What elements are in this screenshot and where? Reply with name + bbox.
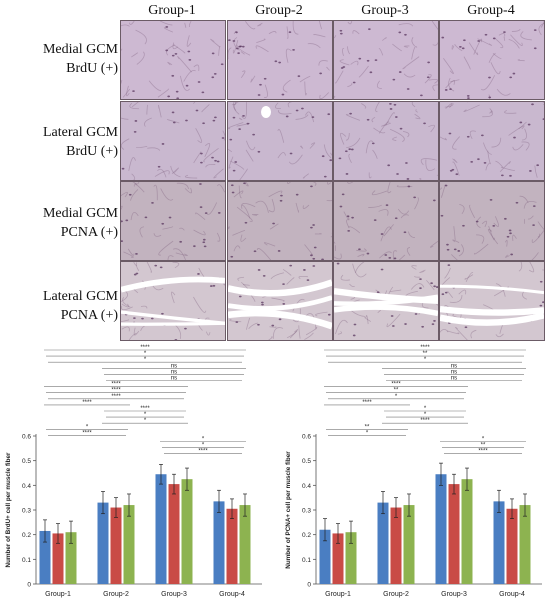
significance-label: ****: [111, 382, 121, 388]
micrograph-tile: [333, 261, 439, 341]
category-label: Group-2: [383, 591, 409, 598]
bar: [214, 501, 225, 584]
significance-label: ****: [198, 449, 208, 455]
column-label-group-2: Group-2: [227, 3, 331, 19]
y-tick-label: 0.1: [302, 557, 311, 564]
bar: [98, 503, 109, 584]
significance-label: ****: [111, 388, 121, 394]
significance-label: ns: [171, 376, 177, 382]
significance-label: ns: [171, 363, 177, 369]
significance-label: ****: [478, 449, 488, 455]
category-label: Group-3: [161, 591, 187, 598]
bar: [169, 484, 180, 584]
micrograph-tile: [227, 101, 333, 181]
significance-label: ****: [140, 345, 150, 351]
significance-label: ****: [82, 400, 92, 406]
bar: [404, 505, 415, 584]
y-tick-label: 0.6: [22, 434, 31, 441]
micrograph-tile: [120, 101, 226, 181]
y-tick-label: 0.5: [22, 458, 31, 465]
micrograph-tile: [227, 20, 333, 100]
bar: [436, 474, 447, 584]
bar: [111, 508, 122, 584]
significance-label: **: [394, 388, 399, 394]
micrograph-tile: [120, 181, 226, 261]
y-tick-label: 0: [307, 582, 311, 589]
significance-label: ns: [171, 369, 177, 375]
bar: [227, 509, 238, 584]
bar: [507, 509, 518, 584]
micrograph-tile: [439, 101, 545, 181]
y-axis-label: Number of PCNA+ cell per muscle fiber: [285, 451, 292, 569]
micrograph-tile: [439, 181, 545, 261]
significance-label: ****: [420, 345, 430, 351]
row-label-lateral-brdu: Lateral GCM BrdU (+): [0, 123, 118, 161]
significance-label: ns: [451, 376, 457, 382]
category-label: Group-1: [45, 591, 71, 598]
y-tick-label: 0.1: [22, 557, 31, 564]
micrograph-tile: [333, 181, 439, 261]
y-tick-label: 0.6: [302, 434, 311, 441]
micrograph-tile: [120, 20, 226, 100]
row-label-medial-pcna: Medial GCM PCNA (+): [0, 204, 118, 242]
significance-label: **: [423, 351, 428, 357]
significance-label: ****: [111, 394, 121, 400]
significance-label: ns: [451, 369, 457, 375]
y-tick-label: 0.2: [302, 532, 311, 539]
column-label-group-3: Group-3: [333, 3, 437, 19]
y-tick-label: 0: [27, 582, 31, 589]
y-tick-label: 0.5: [302, 458, 311, 465]
category-label: Group-4: [499, 591, 525, 598]
bar: [240, 505, 251, 584]
bar: [124, 505, 135, 584]
micrograph-tile: [333, 20, 439, 100]
micrograph-tile: [120, 261, 226, 341]
pcna-bar-chart: 0 0.1 0.2 0.3 0.4 0.5 0.6 Number of PCNA+ cell …: [280, 344, 550, 606]
significance-label: **: [481, 443, 486, 449]
micrograph-tile: [227, 261, 333, 341]
bar: [494, 501, 505, 584]
y-axis-label: Number of BrdU+ cell per muscle fiber: [5, 452, 12, 567]
significance-label: ****: [420, 418, 430, 424]
micrograph-tile: [333, 101, 439, 181]
bar: [462, 479, 473, 584]
significance-label: ****: [140, 406, 150, 412]
bar: [391, 508, 402, 584]
bar: [520, 505, 531, 584]
row-label-medial-brdu: Medial GCM BrdU (+): [0, 40, 118, 78]
y-tick-label: 0.4: [22, 483, 31, 490]
significance-label: ****: [82, 430, 92, 436]
category-label: Group-1: [325, 591, 351, 598]
category-label: Group-4: [219, 591, 245, 598]
significance-label: ns: [451, 363, 457, 369]
bar: [182, 479, 193, 584]
bar: [156, 474, 167, 584]
significance-label: **: [365, 424, 370, 430]
y-tick-label: 0.3: [302, 508, 311, 515]
micrograph-tile: [227, 181, 333, 261]
category-label: Group-2: [103, 591, 129, 598]
column-label-group-1: Group-1: [120, 3, 224, 19]
micrograph-tile: [439, 261, 545, 341]
row-label-lateral-pcna: Lateral GCM PCNA (+): [0, 287, 118, 325]
brdu-bar-chart: 0 0.1 0.2 0.3 0.4 0.5 0.6 Number of BrdU+ cell …: [0, 344, 270, 606]
column-label-group-4: Group-4: [439, 3, 543, 19]
category-label: Group-3: [441, 591, 467, 598]
bar: [449, 484, 460, 584]
y-tick-label: 0.4: [302, 483, 311, 490]
y-tick-label: 0.2: [22, 532, 31, 539]
micrograph-tile: [439, 20, 545, 100]
significance-label: ****: [362, 400, 372, 406]
y-tick-label: 0.3: [22, 508, 31, 515]
significance-label: ****: [391, 382, 401, 388]
bar: [378, 503, 389, 584]
